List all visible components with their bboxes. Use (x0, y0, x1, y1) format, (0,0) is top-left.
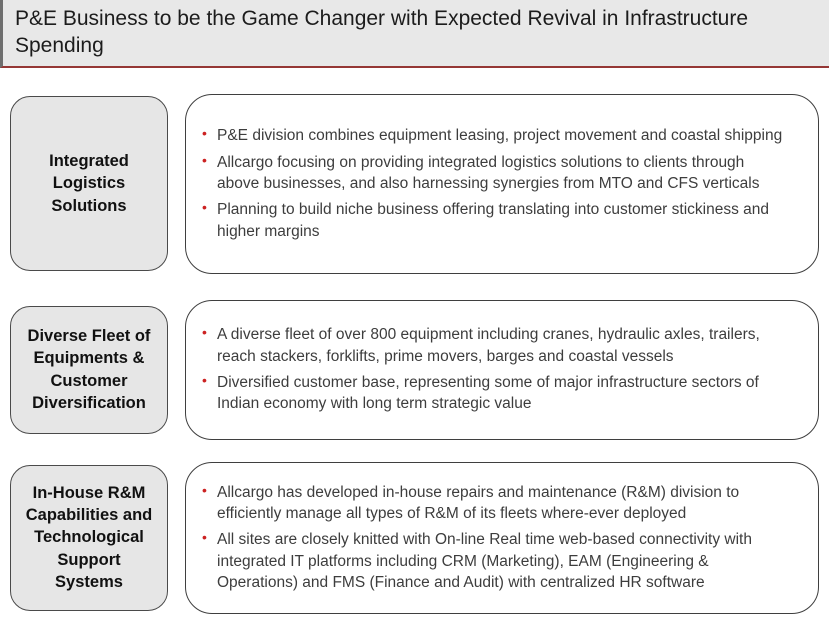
bullet-list: Allcargo has developed in-house repairs … (200, 477, 790, 599)
bullet-list: P&E division combines equipment leasing,… (200, 120, 790, 247)
capability-row-inhouse-rm: In-House R&M Capabilities and Technologi… (10, 461, 819, 614)
capability-label: Diverse Fleet of Equipments & Customer D… (10, 305, 168, 434)
bullet-item: P&E division combines equipment leasing,… (200, 124, 790, 146)
bullet-item: Allcargo focusing on providing integrate… (200, 151, 790, 195)
detail-card: Allcargo has developed in-house repairs … (185, 461, 819, 614)
capability-row-diverse-fleet: Diverse Fleet of Equipments & Customer D… (10, 299, 819, 440)
bullet-item: A diverse fleet of over 800 equipment in… (200, 323, 790, 367)
detail-card: P&E division combines equipment leasing,… (185, 93, 819, 274)
bullet-item: Diversified customer base, representing … (200, 371, 790, 415)
capability-label: Integrated Logistics Solutions (10, 96, 168, 272)
bullet-item: All sites are closely knitted with On-li… (200, 528, 790, 593)
bullet-list: A diverse fleet of over 800 equipment in… (200, 319, 790, 420)
detail-card: A diverse fleet of over 800 equipment in… (185, 299, 819, 440)
capability-rows: Integrated Logistics Solutions P&E divis… (0, 93, 829, 614)
page-title: P&E Business to be the Game Changer with… (15, 7, 749, 58)
title-band: P&E Business to be the Game Changer with… (0, 0, 829, 68)
bullet-item: Allcargo has developed in-house repairs … (200, 481, 790, 525)
capability-row-integrated-logistics: Integrated Logistics Solutions P&E divis… (10, 93, 819, 274)
bullet-item: Planning to build niche business offerin… (200, 198, 790, 242)
capability-label: In-House R&M Capabilities and Technologi… (10, 464, 168, 611)
